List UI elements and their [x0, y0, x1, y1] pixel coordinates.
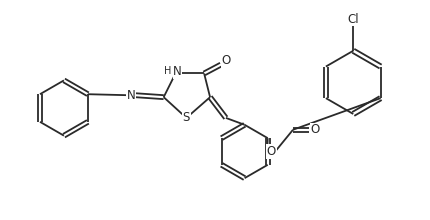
Text: O: O: [310, 123, 319, 136]
Text: O: O: [221, 54, 230, 67]
Text: H: H: [163, 66, 171, 77]
Text: O: O: [266, 145, 275, 158]
Text: S: S: [182, 111, 190, 124]
Text: N: N: [173, 65, 181, 78]
Text: N: N: [126, 89, 135, 102]
Text: Cl: Cl: [347, 13, 358, 26]
